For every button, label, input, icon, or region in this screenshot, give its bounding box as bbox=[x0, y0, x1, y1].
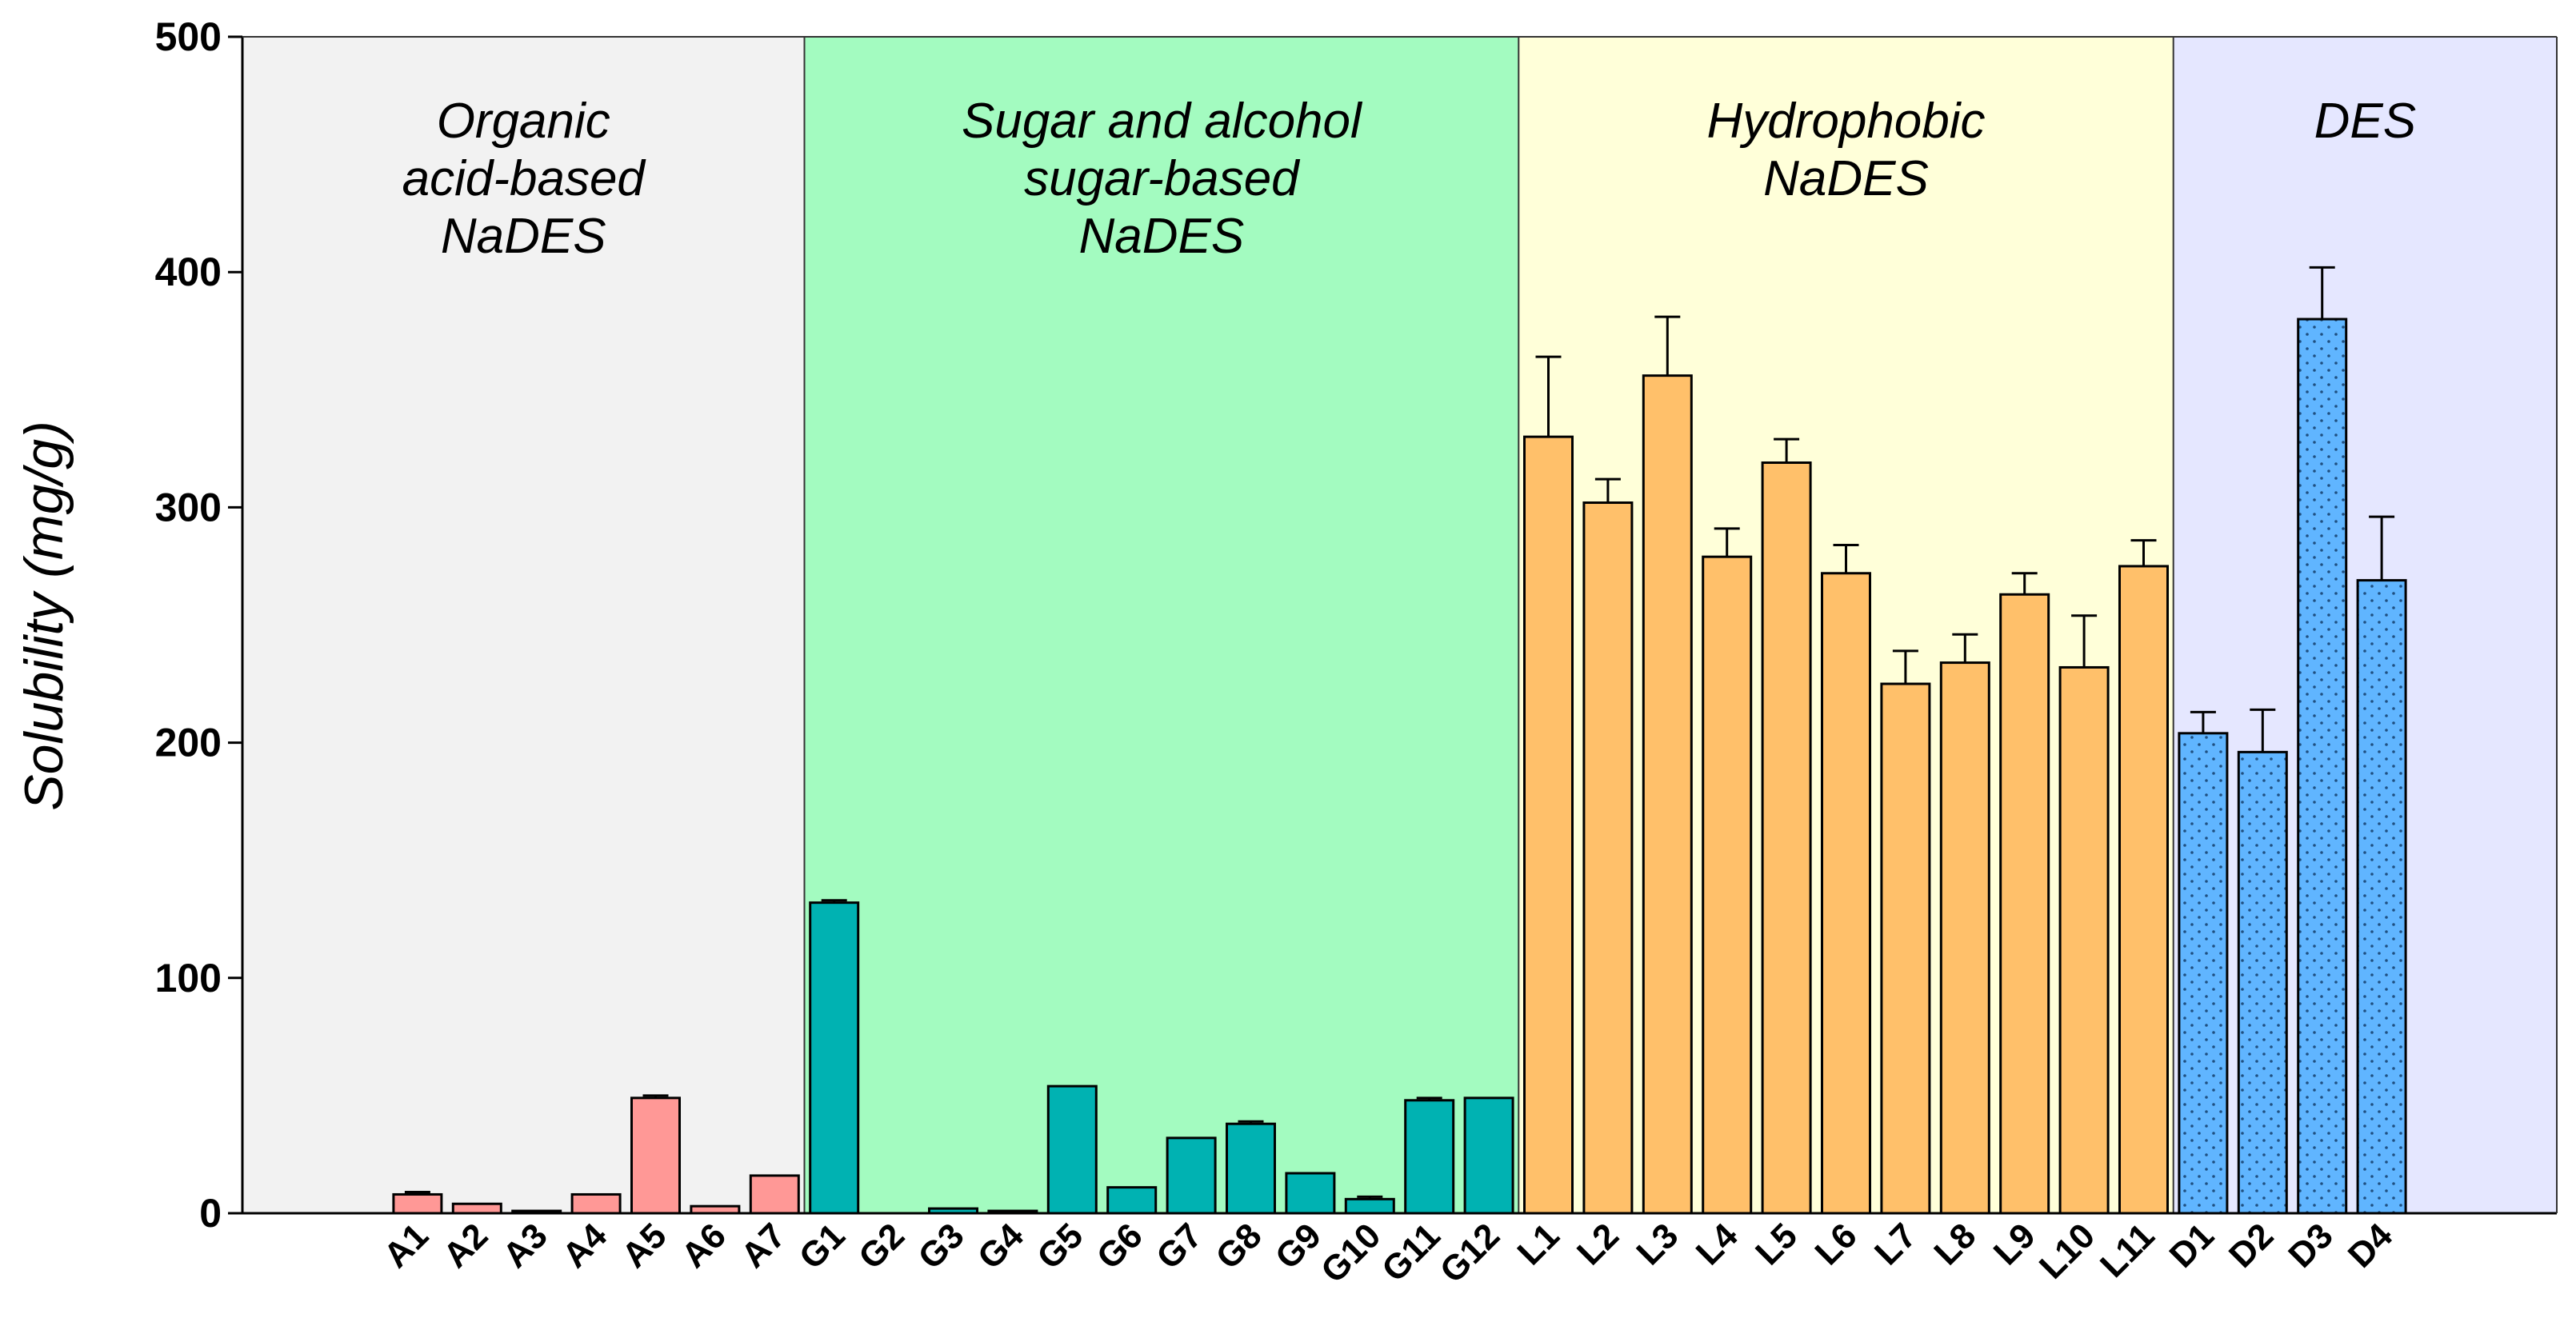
group-background-sugar bbox=[804, 37, 1519, 1213]
x-tick-label-A1: A1 bbox=[377, 1216, 436, 1275]
bar-L1 bbox=[1523, 435, 1574, 1215]
x-tick-label-A3: A3 bbox=[495, 1216, 554, 1275]
x-tick-label-A5: A5 bbox=[614, 1216, 674, 1275]
bar-L2 bbox=[1582, 501, 1634, 1215]
x-tick-label-G8: G8 bbox=[1208, 1216, 1269, 1276]
bar-L11 bbox=[2118, 565, 2169, 1215]
x-tick-label-G3: G3 bbox=[910, 1216, 971, 1276]
x-tick-label-G1: G1 bbox=[792, 1216, 853, 1276]
y-tick-label-500: 500 bbox=[155, 14, 222, 59]
x-tick-label-L10: L10 bbox=[2032, 1216, 2102, 1286]
group-label-hydrophobic: Hydrophobic bbox=[1706, 94, 1985, 149]
x-tick-label-L4: L4 bbox=[1689, 1216, 1746, 1272]
x-tick-label-L8: L8 bbox=[1926, 1216, 1983, 1272]
y-tick-label-200: 200 bbox=[155, 721, 222, 765]
bar-A5 bbox=[630, 1096, 681, 1215]
bar-L4 bbox=[1702, 555, 1753, 1215]
x-tick-label-L9: L9 bbox=[1986, 1216, 2043, 1272]
x-tick-label-G11: G11 bbox=[1374, 1216, 1448, 1289]
group-label-hydrophobic: NaDES bbox=[1763, 151, 1929, 206]
bar-G11 bbox=[1404, 1099, 1455, 1215]
x-tick-label-G7: G7 bbox=[1149, 1216, 1210, 1276]
x-tick-label-D3: D3 bbox=[2281, 1216, 2340, 1275]
bar-G9 bbox=[1285, 1172, 1336, 1215]
x-tick-label-L7: L7 bbox=[1867, 1216, 1924, 1272]
bar-G6 bbox=[1106, 1186, 1158, 1215]
x-tick-label-L3: L3 bbox=[1629, 1216, 1686, 1272]
bar-L3 bbox=[1642, 374, 1693, 1215]
x-tick-label-G2: G2 bbox=[851, 1216, 912, 1276]
x-tick-label-L6: L6 bbox=[1808, 1216, 1865, 1272]
y-tick-label-0: 0 bbox=[199, 1191, 222, 1236]
x-tick-label-L1: L1 bbox=[1510, 1216, 1567, 1272]
x-tick-label-L5: L5 bbox=[1748, 1216, 1805, 1272]
x-tick-label-A2: A2 bbox=[436, 1216, 495, 1275]
group-label-des: DES bbox=[2314, 94, 2416, 149]
x-tick-label-A7: A7 bbox=[734, 1216, 793, 1275]
x-tick-label-A6: A6 bbox=[674, 1216, 734, 1275]
bar-G10 bbox=[1344, 1197, 1395, 1215]
group-label-sugar: sugar-based bbox=[1024, 151, 1301, 206]
x-tick-label-G10: G10 bbox=[1314, 1216, 1388, 1290]
group-label-organic-acid: Organic bbox=[437, 94, 610, 149]
bar-L7 bbox=[1880, 682, 1931, 1215]
x-tick-label-G5: G5 bbox=[1030, 1216, 1090, 1276]
x-tick-label-D1: D1 bbox=[2162, 1216, 2222, 1275]
bar-D1 bbox=[2178, 732, 2229, 1215]
bar-G12 bbox=[1463, 1096, 1514, 1215]
bar-G1 bbox=[809, 901, 860, 1215]
bar-L5 bbox=[1761, 461, 1812, 1215]
group-label-organic-acid: NaDES bbox=[441, 209, 606, 264]
group-background-organic-acid bbox=[242, 37, 805, 1213]
bar-A1 bbox=[392, 1192, 443, 1215]
y-tick-label-400: 400 bbox=[155, 250, 222, 294]
group-label-sugar: NaDES bbox=[1079, 209, 1245, 264]
x-tick-label-A4: A4 bbox=[555, 1216, 615, 1276]
bar-A2 bbox=[451, 1202, 502, 1215]
x-tick-label-G6: G6 bbox=[1090, 1216, 1150, 1276]
bar-D4 bbox=[2356, 579, 2407, 1215]
y-tick-label-100: 100 bbox=[155, 956, 222, 1000]
bar-G8 bbox=[1226, 1122, 1276, 1215]
bar-G5 bbox=[1046, 1084, 1098, 1215]
group-label-organic-acid: acid-based bbox=[402, 151, 647, 206]
bar-L10 bbox=[2058, 665, 2110, 1215]
x-tick-label-L11: L11 bbox=[2093, 1216, 2162, 1285]
bar-L8 bbox=[1939, 661, 1990, 1215]
group-label-sugar: Sugar and alcohol bbox=[962, 94, 1363, 149]
x-tick-label-D4: D4 bbox=[2341, 1216, 2401, 1276]
x-tick-label-L2: L2 bbox=[1570, 1216, 1626, 1272]
bar-L9 bbox=[1999, 593, 2050, 1215]
bar-L6 bbox=[1821, 572, 1871, 1215]
y-axis-title: Solubility (mg/g) bbox=[14, 421, 74, 811]
bar-D3 bbox=[2297, 318, 2348, 1215]
bar-A4 bbox=[570, 1192, 622, 1215]
y-tick-label-300: 300 bbox=[155, 485, 222, 529]
x-tick-label-G4: G4 bbox=[970, 1216, 1032, 1277]
bar-G7 bbox=[1166, 1136, 1217, 1215]
bar-D2 bbox=[2237, 750, 2288, 1215]
x-tick-label-G12: G12 bbox=[1433, 1216, 1507, 1290]
bar-A7 bbox=[749, 1174, 800, 1215]
x-tick-label-D2: D2 bbox=[2222, 1216, 2281, 1275]
